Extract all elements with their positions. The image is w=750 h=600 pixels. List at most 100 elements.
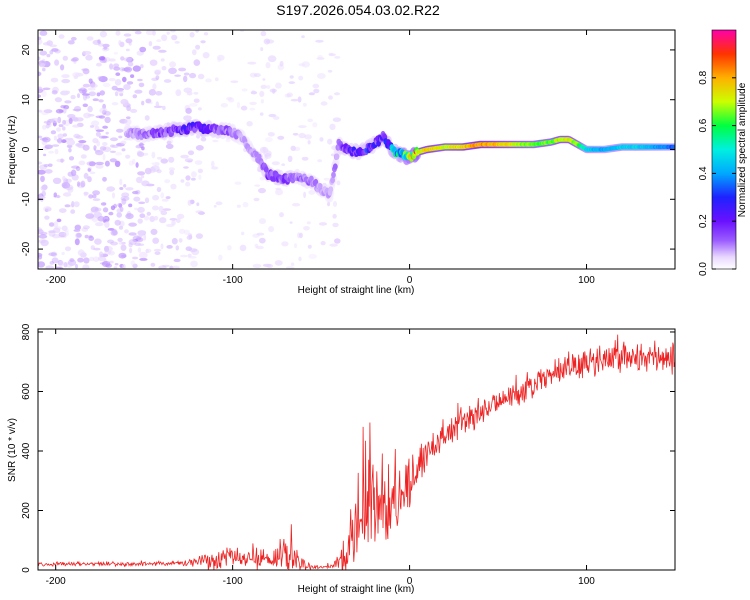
spectrogram-noise-blob [75, 166, 81, 172]
spectrogram-noise-blob [108, 211, 114, 216]
spectrogram-noise-blob [215, 201, 223, 206]
spectrogram-noise-blob [249, 72, 257, 78]
spectrogram-noise-blob [134, 30, 142, 35]
spectrogram-noise-blob [114, 263, 119, 266]
spectrogram-ridge-cell [334, 153, 340, 160]
spectrogram-noise-blob [160, 192, 164, 199]
spectrogram-noise-blob [137, 206, 145, 213]
spectrogram-noise-blob [120, 244, 127, 251]
spectrogram-noise-blob [327, 69, 333, 73]
spectrogram-noise-blob [62, 55, 68, 61]
spectrogram-noise-blob [152, 237, 160, 244]
spectrogram-noise-blob [119, 67, 126, 72]
spectrogram-noise-blob [124, 229, 129, 234]
spectrogram-noise-blob [290, 98, 299, 102]
spectrogram-noise-blob [260, 84, 267, 89]
spectrogram-noise-blob [93, 247, 101, 251]
spectrogram-noise-blob [106, 186, 116, 192]
spectrogram-noise-blob [155, 75, 160, 80]
spectrogram-noise-blob [82, 93, 90, 96]
spectrogram-noise-blob [301, 156, 309, 161]
spectrogram-noise-blob [197, 73, 205, 80]
spectrogram-noise-blob [265, 85, 271, 89]
spectrogram-noise-blob [275, 187, 282, 190]
spectrogram-noise-blob [122, 263, 126, 269]
spectrogram-x-label: Height of straight line (km) [298, 285, 415, 296]
spectrogram-noise-blob [56, 218, 62, 223]
spectrogram-noise-blob [82, 68, 90, 75]
spectrogram-noise-blob [234, 181, 242, 185]
spectrogram-noise-blob [60, 105, 66, 109]
spectrogram-noise-blob [76, 233, 82, 238]
spectrogram-noise-blob [327, 138, 333, 145]
spectrogram-noise-blob [120, 140, 127, 145]
snr-series-line [38, 334, 675, 570]
spectrogram-noise-blob [330, 153, 335, 157]
spectrogram-noise-blob [85, 95, 91, 99]
spectrogram-noise-blob [284, 93, 291, 98]
spectrogram-noise-blob [180, 154, 189, 159]
spectrogram-noise-blob [125, 187, 134, 191]
spectrogram-noise-blob [189, 103, 198, 107]
snr-plot-area [38, 334, 675, 570]
spectrogram-noise-blob [83, 191, 89, 196]
spectrogram-noise-blob [117, 237, 123, 242]
spectrogram-noise-blob [118, 241, 125, 245]
spectrogram-noise-blob [183, 166, 189, 169]
spectrogram-noise-blob [239, 244, 247, 252]
spectrogram-ridge-cell [328, 186, 334, 193]
spectrogram-noise-blob [114, 91, 119, 97]
spectrogram-noise-blob [152, 205, 159, 211]
spectrogram-noise-blob [40, 197, 44, 202]
spectrogram-noise-blob [144, 197, 150, 204]
spectrogram-noise-blob [58, 34, 65, 39]
spectrogram-noise-blob [293, 146, 301, 151]
spectrogram-noise-blob [70, 209, 76, 214]
spectrogram-noise-blob [70, 94, 76, 100]
spectrogram-noise-blob [102, 142, 108, 146]
spectrogram-x-tick-label: 100 [578, 275, 595, 286]
spectrogram-noise-blob [332, 117, 342, 122]
spectrogram-noise-blob [258, 237, 266, 244]
spectrogram-noise-blob [110, 205, 116, 211]
spectrogram-noise-blob [52, 234, 60, 239]
spectrogram-noise-blob [95, 164, 104, 169]
spectrogram-noise-blob [128, 203, 133, 208]
spectrogram-noise-blob [197, 168, 203, 174]
spectrogram-noise-blob [333, 201, 337, 207]
spectrogram-noise-blob [155, 101, 159, 108]
spectrogram-noise-blob [42, 87, 51, 91]
spectrogram-noise-blob [273, 116, 280, 120]
spectrogram-noise-blob [121, 254, 127, 258]
spectrogram-noise-blob [98, 115, 106, 119]
spectrogram-noise-blob [73, 105, 82, 112]
spectrogram-noise-blob [123, 84, 131, 90]
spectrogram-noise-blob [251, 90, 256, 94]
spectrogram-noise-blob [286, 266, 295, 269]
spectrogram-noise-blob [39, 50, 48, 56]
spectrogram-noise-blob [70, 169, 77, 177]
spectrogram-noise-blob [68, 156, 75, 161]
spectrogram-noise-blob [195, 233, 203, 239]
spectrogram-noise-blob [125, 213, 134, 220]
spectrogram-noise-blob [67, 186, 74, 193]
spectrogram-noise-blob [83, 172, 89, 179]
spectrogram-noise-blob [43, 120, 49, 124]
spectrogram-noise-blob [141, 100, 145, 106]
spectrogram-noise-blob [189, 32, 195, 38]
spectrogram-noise-blob [90, 210, 94, 215]
spectrogram-noise-blob [138, 82, 145, 88]
spectrogram-noise-blob [54, 59, 60, 66]
spectrogram-noise-blob [139, 257, 148, 261]
spectrogram-noise-blob [135, 144, 142, 149]
spectrogram-noise-blob [99, 30, 107, 38]
spectrogram-noise-blob [138, 231, 144, 238]
spectrogram-noise-blob [144, 215, 150, 221]
spectrogram-noise-blob [312, 122, 318, 128]
spectrogram-noise-blob [271, 161, 280, 166]
spectrogram-noise-blob [137, 243, 145, 246]
spectrogram-noise-blob [38, 109, 42, 113]
spectrogram-noise-blob [110, 229, 118, 236]
spectrogram-noise-blob [166, 245, 173, 249]
spectrogram-noise-blob [158, 205, 164, 212]
